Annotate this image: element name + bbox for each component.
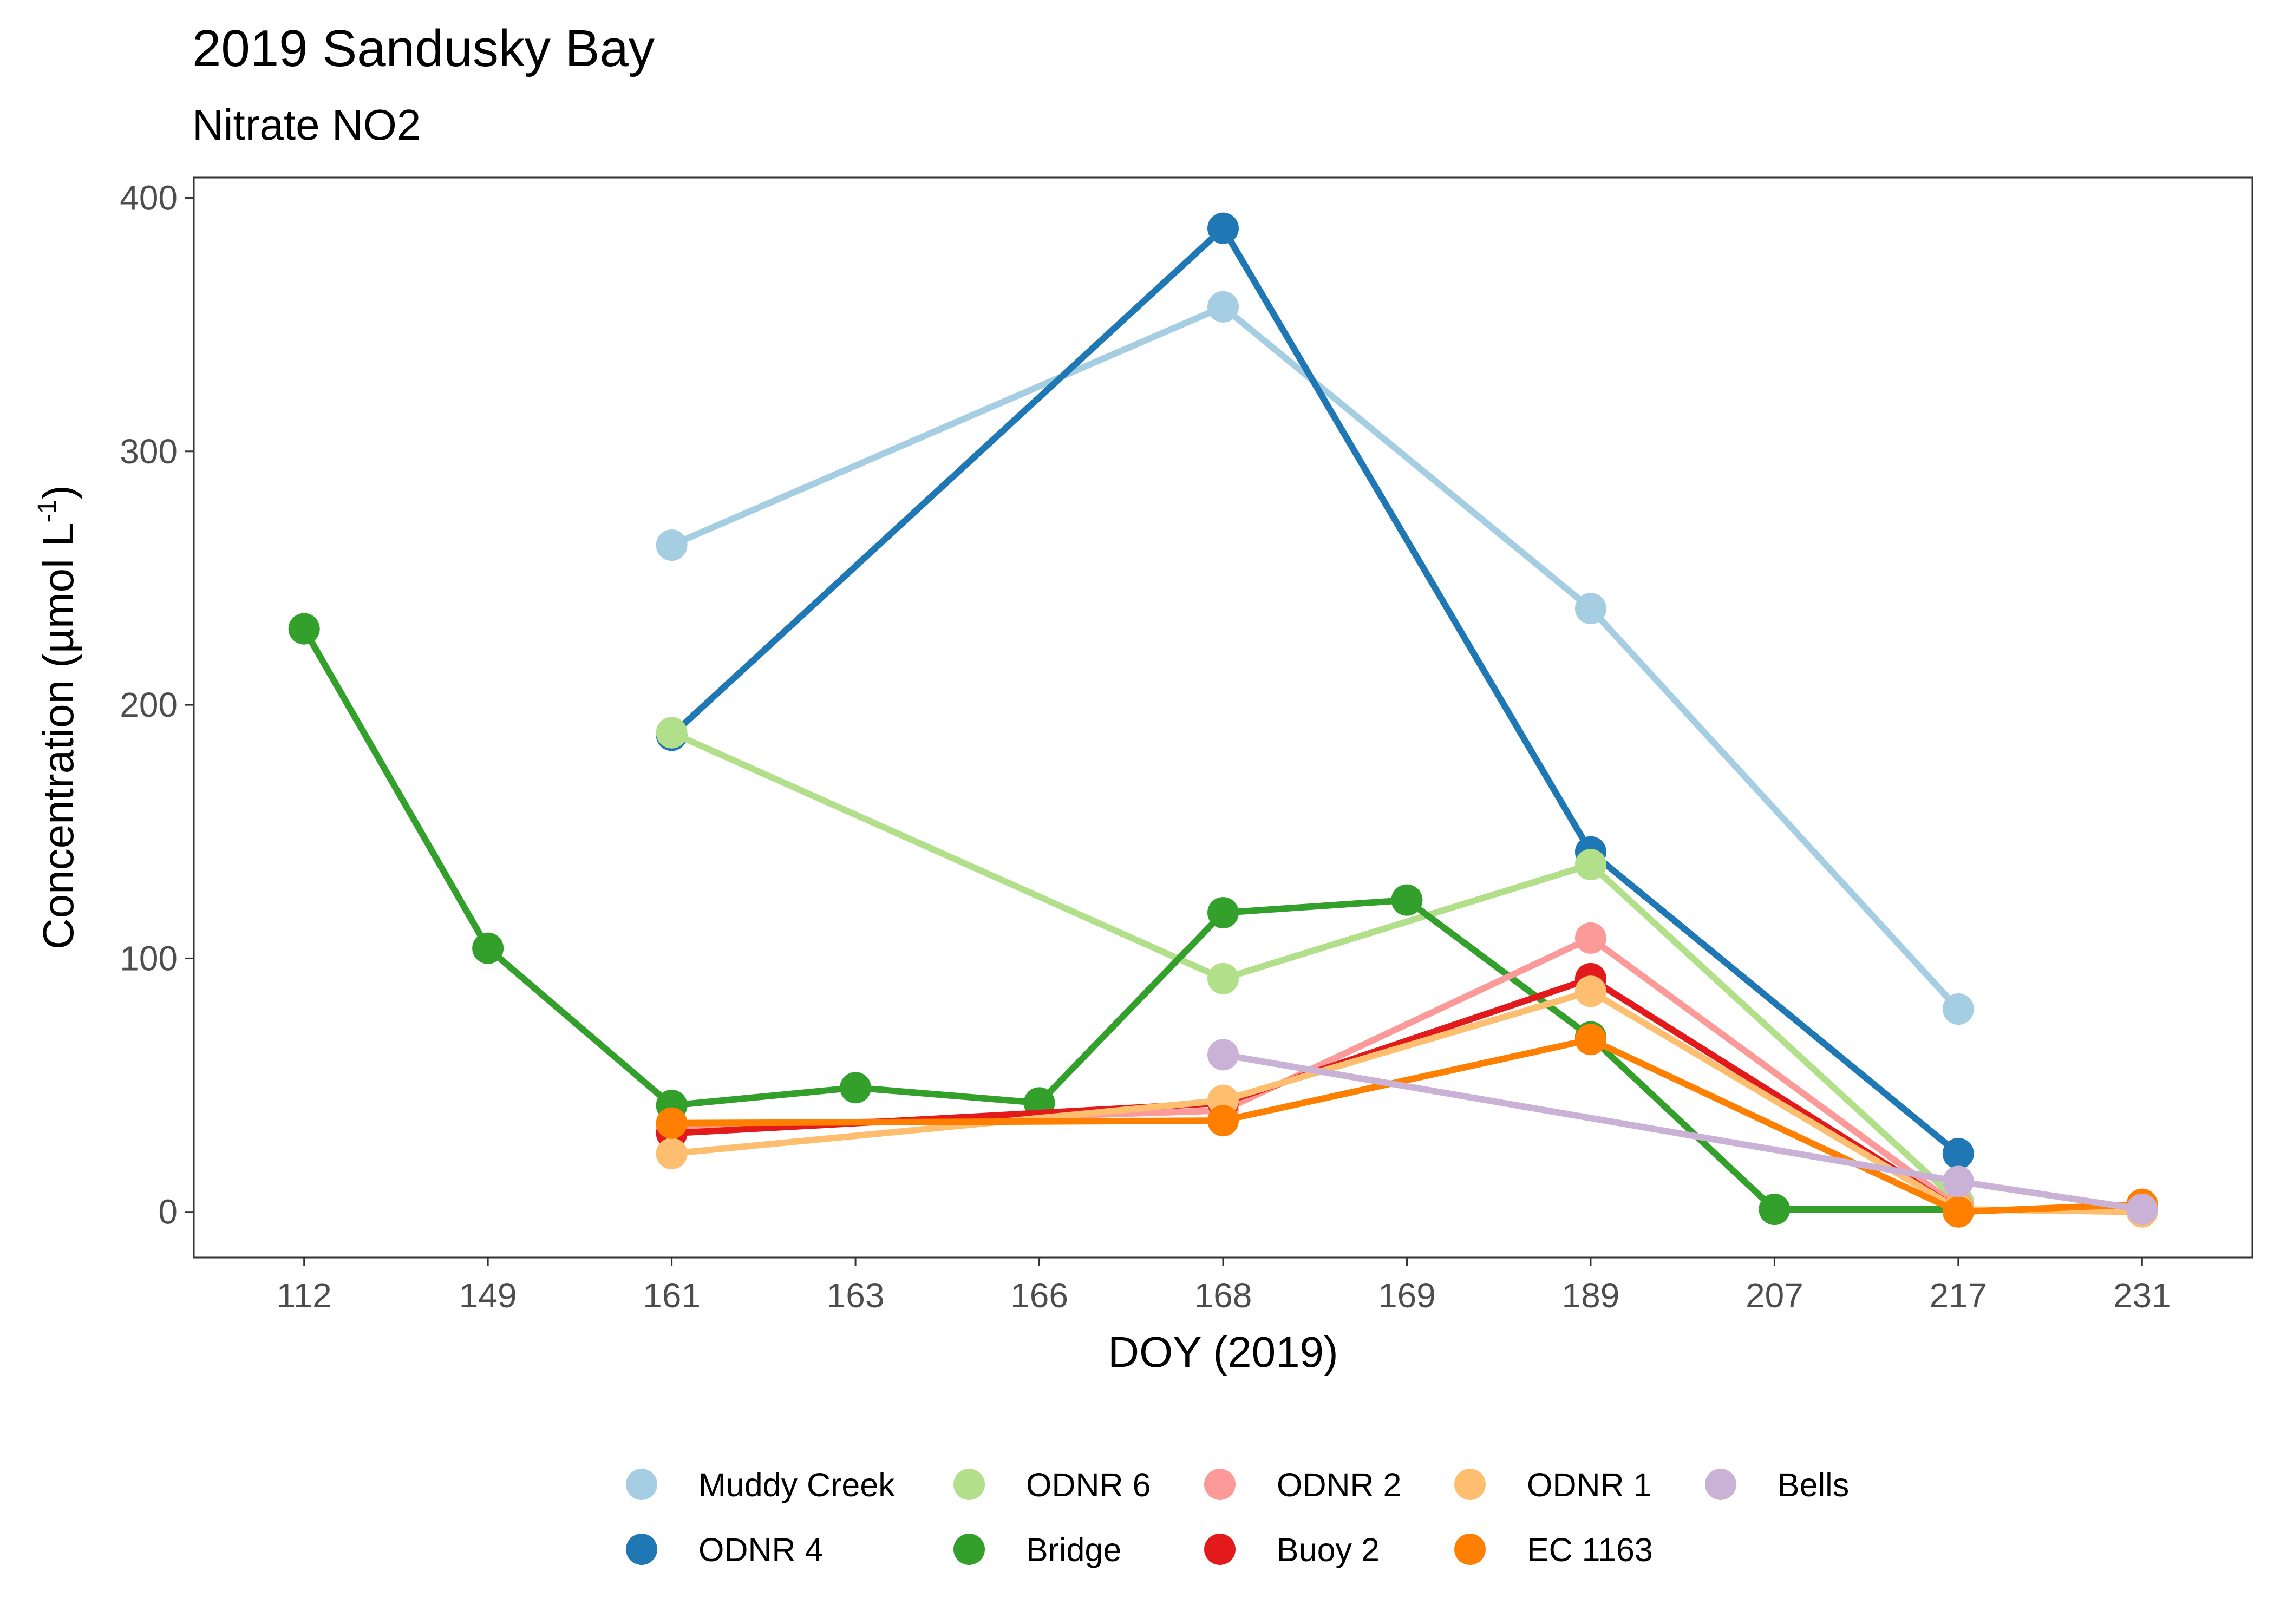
- point-ec-1163-161: [656, 1107, 688, 1139]
- point-bells-217: [1942, 1165, 1974, 1197]
- chart-title: 2019 Sandusky Bay: [192, 19, 655, 77]
- x-tick-label-163: 163: [827, 1276, 885, 1315]
- plot-panel: [193, 176, 2253, 1259]
- series-line-bridge: [300, 625, 1962, 1213]
- legend: Muddy Creek ODNR 4 ODNR 6 Bridge ODNR 2 Buoy …: [626, 1466, 1849, 1568]
- point-muddy-creek-217: [1942, 993, 1974, 1025]
- series-line-odnr-6: [668, 729, 1962, 1205]
- legend-key-buoy-2: [1204, 1534, 1236, 1565]
- point-odnr-4-217: [1942, 1137, 1974, 1169]
- legend-item-buoy-2: Buoy 2: [1204, 1531, 1380, 1568]
- y-tick-label-100: 100: [120, 939, 178, 978]
- x-tick-label-149: 149: [459, 1276, 517, 1315]
- point-odnr-6-161: [656, 717, 688, 749]
- point-ec-1163-189: [1574, 1024, 1606, 1056]
- series-line-odnr-4: [668, 225, 1962, 1157]
- point-bells-168: [1207, 1039, 1239, 1071]
- y-axis: 0 100 200 300 400: [120, 178, 194, 1232]
- y-tick-label-300: 300: [120, 432, 178, 471]
- point-bridge-207: [1759, 1194, 1791, 1226]
- legend-item-bridge: Bridge: [953, 1531, 1121, 1568]
- series-muddy-creek: [656, 291, 1974, 1025]
- legend-key-odnr-6: [953, 1469, 985, 1500]
- x-axis-title: DOY (2019): [1108, 1328, 1338, 1376]
- legend-key-ec-1163: [1454, 1534, 1486, 1565]
- point-muddy-creek-161: [656, 529, 688, 561]
- x-tick-label-166: 166: [1010, 1276, 1068, 1315]
- legend-label-odnr-1: ODNR 1: [1527, 1466, 1651, 1503]
- legend-label-ec-1163: EC 1163: [1527, 1531, 1653, 1568]
- y-axis-title-main: Concentration (µmol L: [34, 522, 82, 949]
- legend-item-bells: Bells: [1705, 1466, 1849, 1503]
- y-axis-title: Concentration (µmol L-1): [33, 485, 82, 949]
- point-bridge-169: [1391, 884, 1423, 916]
- x-tick-label-161: 161: [643, 1276, 701, 1315]
- legend-label-odnr-6: ODNR 6: [1026, 1466, 1151, 1503]
- chart-subtitle: Nitrate NO2: [192, 101, 421, 149]
- point-bridge-112: [288, 613, 320, 645]
- legend-label-odnr-2: ODNR 2: [1277, 1466, 1401, 1503]
- legend-label-bells: Bells: [1778, 1466, 1849, 1503]
- x-tick-label-231: 231: [2113, 1276, 2171, 1315]
- x-tick-label-207: 207: [1746, 1276, 1803, 1315]
- point-odnr-1-161: [656, 1137, 688, 1169]
- y-axis-title-superscript: -1: [33, 500, 62, 523]
- legend-key-odnr-1: [1454, 1469, 1486, 1500]
- legend-key-bells: [1705, 1469, 1736, 1500]
- point-bells-231: [2126, 1194, 2158, 1226]
- legend-item-odnr-6: ODNR 6: [953, 1466, 1151, 1503]
- x-axis: 112 149 161 163 166 168 169 189 207 217 231: [277, 1258, 2171, 1315]
- point-odnr-6-168: [1207, 962, 1239, 994]
- point-odnr-1-189: [1574, 975, 1606, 1007]
- point-odnr-4-168: [1207, 212, 1239, 244]
- legend-label-buoy-2: Buoy 2: [1277, 1531, 1380, 1568]
- x-tick-label-189: 189: [1562, 1276, 1620, 1315]
- legend-item-odnr-1: ODNR 1: [1454, 1466, 1651, 1503]
- legend-item-ec-1163: EC 1163: [1454, 1531, 1653, 1568]
- legend-key-bridge: [953, 1534, 985, 1565]
- legend-key-muddy-creek: [626, 1469, 657, 1500]
- legend-label-odnr-4: ODNR 4: [698, 1531, 823, 1568]
- point-ec-1163-168: [1207, 1105, 1239, 1137]
- point-muddy-creek-168: [1207, 291, 1239, 323]
- series-bells: [1207, 1039, 2158, 1226]
- x-tick-label-168: 168: [1194, 1276, 1252, 1315]
- y-tick-label-0: 0: [158, 1193, 178, 1232]
- x-tick-label-169: 169: [1378, 1276, 1436, 1315]
- x-tick-label-217: 217: [1929, 1276, 1987, 1315]
- point-ec-1163-217: [1942, 1196, 1974, 1228]
- series-odnr-6: [656, 717, 1974, 1217]
- point-bridge-163: [840, 1072, 872, 1104]
- y-tick-label-200: 200: [120, 685, 178, 724]
- series-line-muddy-creek: [668, 303, 1962, 1013]
- legend-item-odnr-2: ODNR 2: [1204, 1466, 1401, 1503]
- point-odnr-2-189: [1574, 922, 1606, 954]
- point-muddy-creek-189: [1574, 593, 1606, 625]
- legend-item-muddy-creek: Muddy Creek: [626, 1466, 895, 1503]
- legend-label-muddy-creek: Muddy Creek: [698, 1466, 895, 1503]
- series-layer: [288, 212, 2158, 1228]
- y-axis-title-close: ): [34, 485, 82, 500]
- y-tick-label-400: 400: [120, 178, 178, 217]
- legend-key-odnr-2: [1204, 1469, 1236, 1500]
- x-tick-label-112: 112: [277, 1276, 332, 1315]
- point-bridge-149: [472, 932, 504, 964]
- point-bridge-168: [1207, 897, 1239, 929]
- series-line-buoy-2: [668, 975, 1962, 1213]
- legend-item-odnr-4: ODNR 4: [626, 1531, 823, 1568]
- point-odnr-6-189: [1574, 849, 1606, 881]
- legend-key-odnr-4: [626, 1534, 657, 1565]
- legend-label-bridge: Bridge: [1026, 1531, 1121, 1568]
